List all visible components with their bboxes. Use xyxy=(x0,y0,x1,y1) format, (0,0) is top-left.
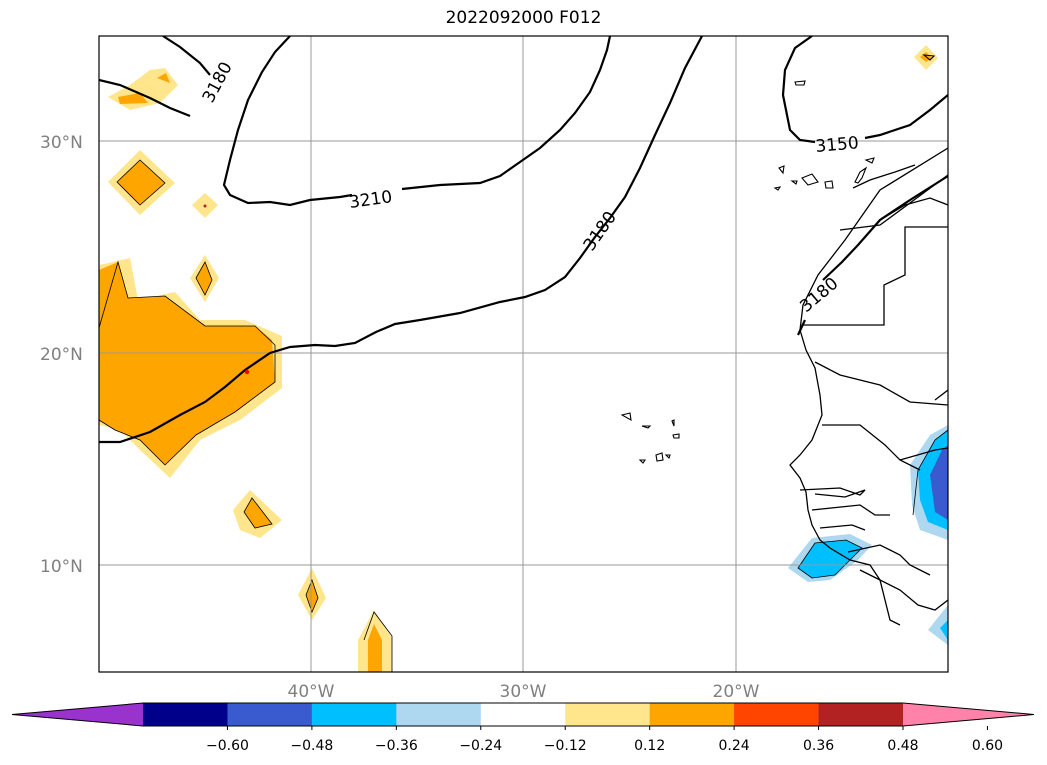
islands xyxy=(620,54,936,464)
contour-label-3180-nw: 3180 xyxy=(199,59,237,107)
colorbar-segment xyxy=(649,703,735,726)
latitude-labels: 30°N 20°N 10°N xyxy=(40,133,83,577)
map-panel: 3180 3210 3180 3150 3180 xyxy=(99,36,948,672)
colorbar-tick-label: 0.60 xyxy=(972,738,1003,754)
height-contours xyxy=(99,36,948,444)
colorbar-segment xyxy=(396,703,482,726)
lon-label-20w: 20°W xyxy=(713,682,760,702)
negative-anomaly-shading xyxy=(788,425,948,645)
colorbar-tick-label: 0.24 xyxy=(719,738,750,754)
colorbar-segment xyxy=(227,703,313,726)
colorbar-tick-label: 0.12 xyxy=(634,738,665,754)
small-marker xyxy=(203,204,207,208)
colorbar-segment xyxy=(565,703,651,726)
contour-label-3180-east: 3180 xyxy=(796,274,842,317)
colorbar-outline xyxy=(11,702,1035,727)
coastlines xyxy=(789,147,948,626)
gridlines xyxy=(99,36,948,672)
colorbar-tick-label: −0.24 xyxy=(459,738,502,754)
colorbar-tick-label: 0.36 xyxy=(803,738,834,754)
lat-label-30n: 30°N xyxy=(40,133,83,153)
contour-label-3150: 3150 xyxy=(815,133,860,157)
colorbar-extend-high xyxy=(903,703,1034,726)
storm-center-marker xyxy=(244,369,250,375)
contour-labels: 3180 3210 3180 3150 3180 xyxy=(199,59,860,317)
colorbar-segment xyxy=(734,703,820,726)
lat-label-20n: 20°N xyxy=(40,345,83,365)
colorbar-segment xyxy=(143,703,228,726)
figure-title: 2022092000 F012 xyxy=(445,8,602,28)
lat-label-10n: 10°N xyxy=(40,557,83,577)
colorbar: −0.60 −0.48 −0.36 −0.24 −0.12 0.12 0.24 0.36 0.4… xyxy=(11,702,1035,754)
longitude-labels: 40°W 30°W 20°W xyxy=(288,682,760,702)
lon-label-40w: 40°W xyxy=(288,682,335,702)
contour-label-3180-center: 3180 xyxy=(580,208,621,255)
colorbar-tick-label: 0.48 xyxy=(887,738,918,754)
colorbar-tick-label: −0.12 xyxy=(544,738,587,754)
lon-label-30w: 30°W xyxy=(500,682,547,702)
colorbar-segment xyxy=(480,703,566,726)
colorbar-extend-low xyxy=(12,703,143,726)
colorbar-segment xyxy=(818,703,904,726)
colorbar-segment xyxy=(311,703,397,726)
contour-label-3210: 3210 xyxy=(348,187,394,213)
colorbar-tick-label: −0.48 xyxy=(290,738,333,754)
map-frame xyxy=(98,35,949,673)
colorbar-tick-label: −0.36 xyxy=(375,738,418,754)
shading-outlines xyxy=(99,159,948,672)
colorbar-tick-label: −0.60 xyxy=(206,738,249,754)
